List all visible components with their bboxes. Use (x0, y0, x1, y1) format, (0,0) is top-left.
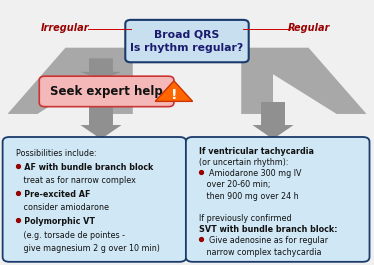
Text: Broad QRS
Is rhythm regular?: Broad QRS Is rhythm regular? (131, 29, 243, 53)
Text: Give adenosine as for regular: Give adenosine as for regular (199, 236, 328, 245)
FancyBboxPatch shape (39, 76, 174, 107)
Text: Polymorphic VT: Polymorphic VT (16, 217, 95, 226)
Polygon shape (80, 102, 122, 139)
Text: over 20-60 min;: over 20-60 min; (199, 180, 271, 189)
Text: treat as for narrow complex: treat as for narrow complex (16, 176, 136, 185)
Text: If ventricular tachycardia: If ventricular tachycardia (199, 147, 314, 156)
Text: Irregular: Irregular (41, 23, 90, 33)
Text: If previously confirmed: If previously confirmed (199, 214, 292, 223)
Polygon shape (155, 81, 193, 101)
Text: Seek expert help: Seek expert help (50, 85, 163, 98)
Text: consider amiodarone: consider amiodarone (16, 204, 109, 213)
Text: !: ! (171, 88, 177, 102)
Text: then 900 mg over 24 h: then 900 mg over 24 h (199, 192, 299, 201)
Text: give magnesium 2 g over 10 min): give magnesium 2 g over 10 min) (16, 244, 160, 253)
Text: Regular: Regular (287, 23, 330, 33)
Polygon shape (252, 102, 294, 139)
Text: (e.g. torsade de pointes -: (e.g. torsade de pointes - (16, 231, 125, 240)
Text: Possibilities include:: Possibilities include: (16, 149, 97, 158)
Polygon shape (80, 58, 122, 80)
FancyBboxPatch shape (186, 137, 370, 262)
Text: narrow complex tachycardia: narrow complex tachycardia (199, 248, 322, 257)
Polygon shape (7, 48, 133, 114)
Text: Amiodarone 300 mg IV: Amiodarone 300 mg IV (199, 169, 302, 178)
FancyBboxPatch shape (125, 20, 249, 62)
Text: (or uncertain rhythm):: (or uncertain rhythm): (199, 158, 289, 167)
FancyBboxPatch shape (3, 137, 186, 262)
Polygon shape (241, 48, 367, 114)
Text: SVT with bundle branch block:: SVT with bundle branch block: (199, 225, 338, 234)
Text: AF with bundle branch block: AF with bundle branch block (16, 163, 153, 172)
Text: Pre-excited AF: Pre-excited AF (16, 190, 91, 199)
